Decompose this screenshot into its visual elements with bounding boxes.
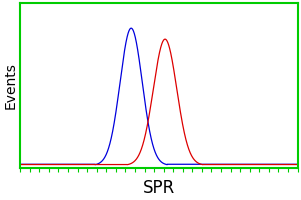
Y-axis label: Events: Events (4, 62, 17, 109)
X-axis label: SPR: SPR (143, 179, 175, 197)
